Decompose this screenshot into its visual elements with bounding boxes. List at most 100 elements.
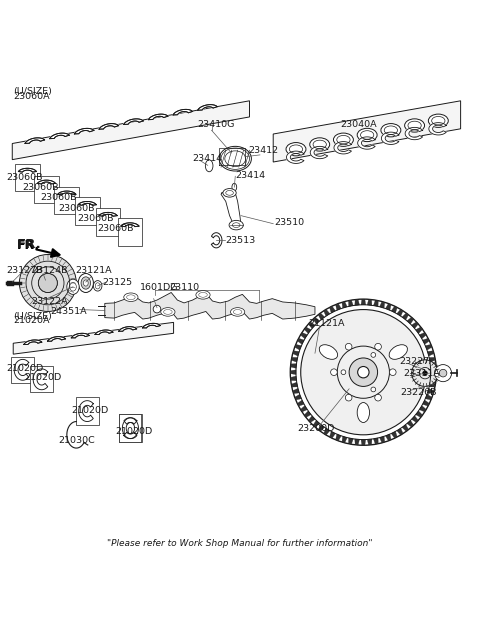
Text: 23414: 23414: [235, 172, 265, 180]
Ellipse shape: [81, 277, 91, 289]
Polygon shape: [428, 388, 434, 394]
Polygon shape: [290, 364, 297, 369]
Polygon shape: [119, 326, 137, 332]
Polygon shape: [358, 137, 375, 149]
Polygon shape: [12, 356, 34, 383]
Polygon shape: [119, 415, 141, 442]
Ellipse shape: [405, 119, 424, 132]
Polygon shape: [78, 202, 96, 205]
Ellipse shape: [334, 133, 353, 147]
Polygon shape: [382, 132, 399, 145]
Polygon shape: [416, 327, 422, 333]
Ellipse shape: [67, 279, 79, 294]
Polygon shape: [14, 360, 29, 380]
Polygon shape: [173, 109, 192, 115]
Polygon shape: [295, 394, 301, 400]
Polygon shape: [361, 299, 366, 305]
Ellipse shape: [230, 308, 245, 316]
Polygon shape: [397, 428, 403, 435]
Circle shape: [371, 353, 376, 357]
Text: 23060B: 23060B: [23, 182, 59, 191]
Polygon shape: [33, 369, 48, 390]
Polygon shape: [99, 124, 119, 129]
Polygon shape: [336, 434, 341, 441]
Polygon shape: [297, 400, 304, 406]
Ellipse shape: [310, 138, 330, 151]
Polygon shape: [79, 401, 93, 422]
Ellipse shape: [84, 280, 88, 286]
Text: 21121A: 21121A: [309, 319, 345, 328]
Polygon shape: [373, 300, 378, 307]
Polygon shape: [99, 124, 119, 129]
Text: 23121A: 23121A: [75, 266, 111, 275]
Polygon shape: [336, 303, 341, 310]
Text: 23412: 23412: [249, 146, 279, 155]
Polygon shape: [324, 428, 330, 435]
Ellipse shape: [205, 160, 213, 172]
Polygon shape: [431, 370, 436, 374]
Polygon shape: [58, 191, 76, 195]
Polygon shape: [385, 303, 391, 310]
Ellipse shape: [357, 403, 370, 422]
Ellipse shape: [124, 293, 138, 301]
Ellipse shape: [357, 129, 377, 141]
Polygon shape: [121, 223, 139, 227]
Polygon shape: [342, 436, 347, 443]
Polygon shape: [429, 382, 435, 387]
Polygon shape: [24, 340, 42, 344]
Circle shape: [412, 360, 438, 387]
Polygon shape: [402, 313, 408, 320]
Polygon shape: [318, 313, 324, 320]
Polygon shape: [355, 439, 360, 445]
Polygon shape: [118, 218, 142, 246]
Text: 23414: 23414: [192, 154, 223, 163]
Polygon shape: [24, 340, 42, 344]
Polygon shape: [425, 394, 432, 400]
Polygon shape: [121, 223, 139, 227]
Polygon shape: [402, 424, 408, 431]
Ellipse shape: [428, 114, 448, 127]
Polygon shape: [291, 357, 298, 362]
Text: 23513: 23513: [225, 236, 255, 244]
Circle shape: [375, 394, 382, 401]
Polygon shape: [329, 431, 336, 438]
Polygon shape: [348, 438, 353, 444]
Circle shape: [345, 344, 352, 350]
Polygon shape: [78, 202, 96, 205]
Text: 23060B: 23060B: [7, 173, 43, 182]
Polygon shape: [300, 333, 307, 339]
Polygon shape: [348, 300, 353, 307]
Polygon shape: [50, 133, 69, 139]
Polygon shape: [407, 420, 414, 427]
Polygon shape: [293, 388, 299, 394]
Text: "Please refer to Work Shop Manual for further information": "Please refer to Work Shop Manual for fu…: [107, 540, 373, 548]
Polygon shape: [295, 344, 301, 350]
Polygon shape: [30, 366, 53, 392]
Polygon shape: [334, 141, 351, 154]
Text: 1601DG: 1601DG: [140, 284, 179, 292]
Ellipse shape: [196, 291, 210, 299]
Polygon shape: [420, 333, 426, 339]
Polygon shape: [76, 397, 98, 425]
Circle shape: [389, 369, 396, 376]
Polygon shape: [367, 439, 372, 445]
Polygon shape: [361, 440, 366, 445]
Polygon shape: [37, 180, 56, 184]
Text: 23060B: 23060B: [41, 193, 77, 202]
Polygon shape: [425, 344, 432, 350]
Polygon shape: [329, 306, 336, 313]
Circle shape: [19, 255, 76, 312]
Polygon shape: [300, 406, 307, 412]
Polygon shape: [411, 322, 419, 328]
Text: 23510: 23510: [274, 218, 304, 227]
Polygon shape: [74, 129, 94, 134]
Polygon shape: [143, 323, 160, 328]
Polygon shape: [12, 101, 250, 159]
Polygon shape: [18, 168, 36, 172]
Polygon shape: [297, 339, 304, 344]
Ellipse shape: [232, 183, 237, 191]
Polygon shape: [212, 233, 222, 248]
Ellipse shape: [381, 124, 401, 137]
Text: 21020A: 21020A: [13, 316, 50, 326]
Circle shape: [439, 369, 447, 377]
